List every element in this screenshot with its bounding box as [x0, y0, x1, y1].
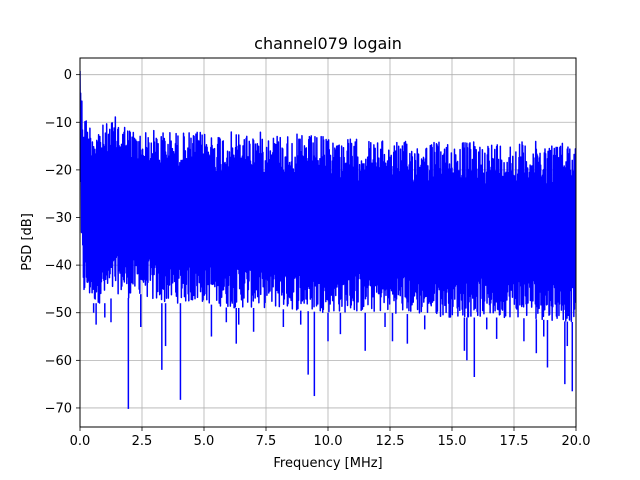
x-tick-label: 15.0 [438, 434, 467, 449]
x-tick-label: 17.5 [500, 434, 529, 449]
psd-series-line [80, 71, 576, 323]
y-tick-label: −40 [45, 259, 72, 274]
x-tick-label: 7.5 [256, 434, 277, 449]
x-tick-label: 12.5 [376, 434, 405, 449]
x-tick-label: 2.5 [132, 434, 153, 449]
y-tick-label: −60 [45, 354, 72, 369]
series-group [80, 71, 576, 409]
y-axis-ticks: 0 −10 −20 −30 −40 −50 −60 −70 [45, 68, 80, 416]
y-tick-label: −30 [45, 211, 72, 226]
x-tick-label: 20.0 [562, 434, 591, 449]
x-tick-label: 5.0 [194, 434, 215, 449]
y-tick-label: −20 [45, 163, 72, 178]
y-tick-label: −10 [45, 116, 72, 131]
chart-title: channel079 logain [254, 34, 402, 53]
y-tick-label: 0 [64, 68, 72, 83]
y-tick-label: −70 [45, 401, 72, 416]
x-tick-label: 10.0 [314, 434, 343, 449]
x-axis-label: Frequency [MHz] [273, 456, 382, 471]
y-axis-label: PSD [dB] [20, 213, 35, 271]
y-tick-label: −50 [45, 306, 72, 321]
x-axis-ticks: 0.0 2.5 5.0 7.5 10.0 12.5 15.0 17.5 20.0 [70, 427, 591, 449]
x-tick-label: 0.0 [70, 434, 91, 449]
